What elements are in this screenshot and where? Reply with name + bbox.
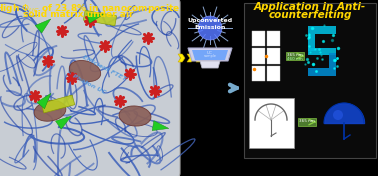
Text: High $\Phi_{UC}$ of 23.8% in nanocomposite: High $\Phi_{UC}$ of 23.8% in nanocomposi… <box>0 2 181 15</box>
Polygon shape <box>56 116 71 129</box>
Polygon shape <box>200 61 220 68</box>
Polygon shape <box>187 54 194 62</box>
Text: solid matrix under air: solid matrix under air <box>23 10 133 19</box>
Text: 365 nm: 365 nm <box>287 52 303 56</box>
Bar <box>267 31 280 46</box>
Polygon shape <box>37 93 51 109</box>
Polygon shape <box>178 54 185 62</box>
Text: 460 nm: 460 nm <box>287 56 303 61</box>
Bar <box>308 48 336 55</box>
Text: UC: UC <box>207 51 213 55</box>
FancyBboxPatch shape <box>0 0 180 176</box>
Text: 365 nm: 365 nm <box>299 118 315 122</box>
Polygon shape <box>192 50 228 60</box>
Polygon shape <box>188 48 232 61</box>
Bar <box>308 34 315 51</box>
Bar <box>329 53 336 68</box>
Polygon shape <box>41 95 75 113</box>
Text: counterfeiting: counterfeiting <box>268 10 352 20</box>
Ellipse shape <box>119 106 151 126</box>
Bar <box>267 66 280 81</box>
Text: Upconverted
Emission: Upconverted Emission <box>187 18 232 30</box>
Polygon shape <box>87 14 104 23</box>
Ellipse shape <box>34 101 66 121</box>
Text: Efficient FTET: Efficient FTET <box>82 55 127 82</box>
Text: Photon UC: Photon UC <box>72 73 107 95</box>
Bar <box>308 26 336 34</box>
Bar <box>267 48 280 64</box>
Polygon shape <box>84 10 117 26</box>
Ellipse shape <box>69 61 101 81</box>
Bar <box>252 66 265 81</box>
Polygon shape <box>152 121 169 131</box>
Circle shape <box>198 16 222 40</box>
Polygon shape <box>196 54 203 62</box>
Bar <box>286 52 304 60</box>
Bar <box>244 3 376 158</box>
Bar <box>249 98 294 148</box>
Bar <box>298 118 316 126</box>
Text: sample: sample <box>204 54 217 58</box>
Bar <box>252 48 265 64</box>
Text: Application in Anti-: Application in Anti- <box>254 2 366 12</box>
Bar <box>252 31 265 46</box>
Circle shape <box>333 110 343 120</box>
Polygon shape <box>35 19 51 33</box>
Bar <box>308 68 336 76</box>
